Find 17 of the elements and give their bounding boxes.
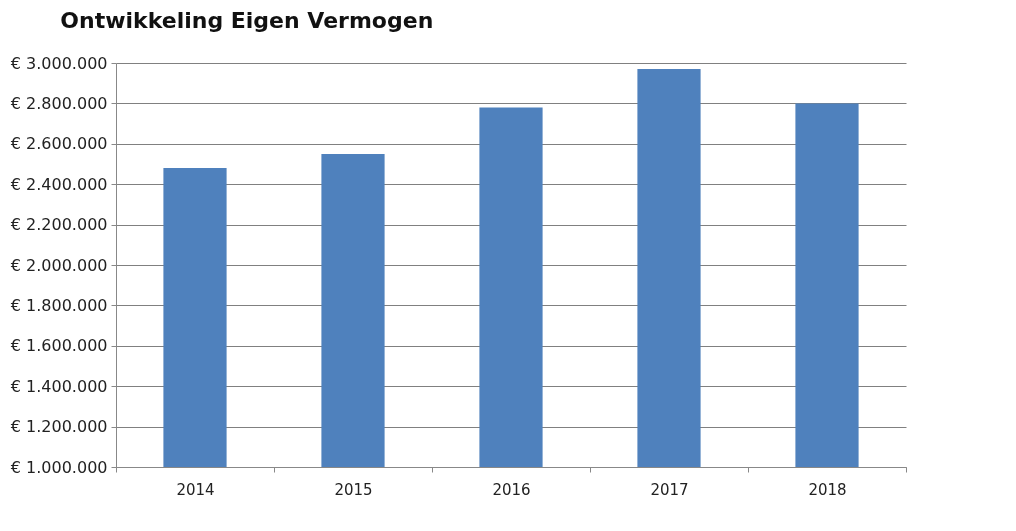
y-tick-label: € 2.600.000 bbox=[10, 134, 108, 154]
y-tick-label: € 1.200.000 bbox=[10, 417, 108, 437]
y-tick-label: € 1.800.000 bbox=[10, 295, 108, 315]
y-tick-label: € 2.800.000 bbox=[10, 93, 108, 113]
y-tick-label: € 2.000.000 bbox=[10, 255, 108, 275]
x-tick-label: 2014 bbox=[176, 480, 215, 499]
y-tick-label: € 2.400.000 bbox=[10, 174, 108, 194]
y-tick-label: € 2.200.000 bbox=[10, 215, 108, 235]
chart-title: Ontwikkeling Eigen Vermogen bbox=[60, 8, 434, 33]
y-tick-label: € 1.400.000 bbox=[10, 376, 108, 396]
y-tick-label: € 3.000.000 bbox=[10, 53, 108, 73]
y-tick-label: € 1.000.000 bbox=[10, 457, 108, 477]
x-tick-label: 2018 bbox=[808, 480, 847, 499]
x-tick-label: 2016 bbox=[492, 480, 531, 499]
y-tick-label: € 1.600.000 bbox=[10, 336, 108, 356]
x-tick-label: 2015 bbox=[334, 480, 373, 499]
x-tick-label: 2017 bbox=[650, 480, 689, 499]
